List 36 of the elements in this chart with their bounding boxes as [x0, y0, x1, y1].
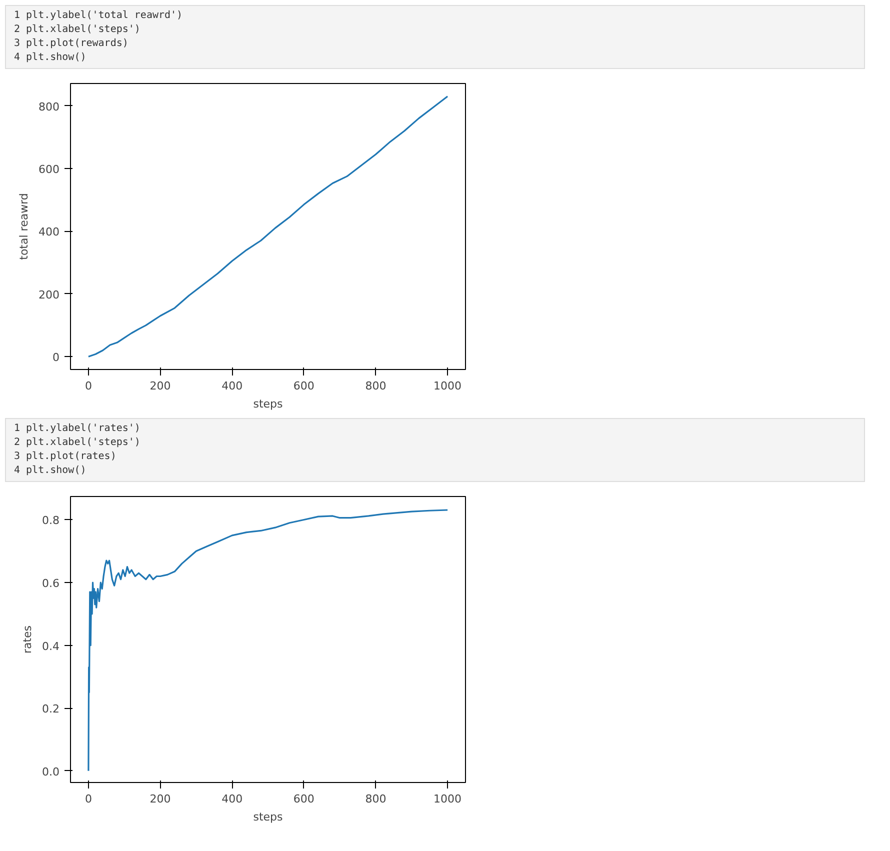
x-tick-label: 1000 — [434, 792, 462, 806]
y-tick-label: 400 — [38, 226, 60, 239]
text: 3 plt.plot(rates) — [14, 450, 118, 464]
text: 2 plt.xlabel('steps') — [14, 436, 142, 450]
y-tick-label: 0.4 — [42, 640, 60, 653]
x-tick-label: 600 — [293, 792, 314, 806]
x-axis-title: steps — [253, 810, 284, 824]
y-tick-label: 0.6 — [42, 577, 60, 590]
text: 3 plt.plot(rewards) — [14, 37, 130, 51]
text: 1 plt.ylabel('total reawrd') — [14, 9, 184, 23]
text: 4 plt.show() — [14, 51, 88, 65]
line-series — [88, 509, 448, 772]
y-tick-label: 0.0 — [42, 765, 60, 778]
x-tick-label: 200 — [150, 792, 171, 806]
y-tick-label: 0.2 — [42, 702, 60, 716]
text: 2 plt.xlabel('steps') — [14, 23, 142, 37]
y-tick-label: 800 — [38, 100, 60, 114]
text: 4 plt.show() — [14, 464, 88, 478]
text: 1 plt.ylabel('rates') — [14, 422, 142, 436]
x-tick-label: 800 — [365, 792, 386, 806]
x-tick-label: 400 — [222, 792, 243, 806]
x-tick-label: 0 — [84, 792, 92, 806]
y-tick-label: 0 — [52, 351, 60, 364]
x-axis-title: steps — [253, 398, 284, 410]
y-tick-label: 0.8 — [42, 514, 60, 528]
x-tick-label: 600 — [293, 380, 314, 392]
x-tick-label: 1000 — [434, 380, 462, 392]
y-tick-label: 600 — [38, 162, 60, 176]
y-tick-label: 200 — [38, 288, 60, 302]
y-axis-title: total reawrd — [18, 193, 31, 260]
x-tick-label: 0 — [84, 380, 92, 392]
y-axis-title: rates — [21, 625, 34, 654]
line-series — [88, 96, 448, 358]
x-tick-label: 400 — [222, 380, 243, 392]
x-tick-label: 200 — [150, 380, 171, 392]
x-tick-label: 800 — [365, 380, 386, 392]
